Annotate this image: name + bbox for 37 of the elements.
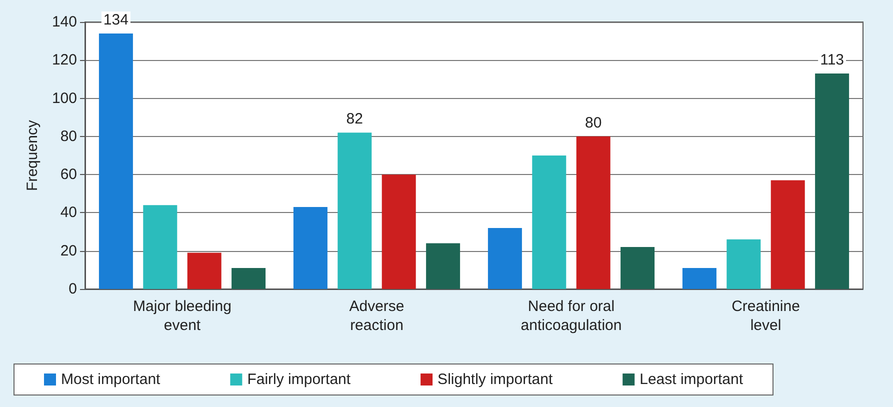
- bar: [726, 239, 761, 289]
- bar: [382, 174, 416, 289]
- data-label: 113: [820, 51, 844, 68]
- y-tick-label: 60: [60, 166, 77, 184]
- legend-label: Most important: [61, 371, 162, 388]
- y-tick-label: 0: [68, 280, 77, 298]
- bar: [293, 206, 328, 289]
- y-tick-label: 80: [60, 128, 77, 145]
- bar: [338, 132, 372, 289]
- legend-label: Fairly important: [247, 371, 352, 388]
- bar: [187, 252, 222, 289]
- bar: [488, 228, 522, 289]
- bar: [770, 180, 805, 289]
- y-tick-label: 100: [52, 90, 77, 107]
- legend-label: Slightly important: [438, 371, 554, 388]
- y-tick-label: 20: [60, 242, 77, 260]
- bar: [143, 205, 178, 289]
- y-tick-label: 40: [60, 204, 77, 222]
- data-label: 134: [103, 11, 128, 28]
- x-tick-label: Need for oral anticoagulation: [520, 298, 622, 334]
- y-axis-title: Frequency: [24, 120, 41, 191]
- legend-label: Least important: [640, 371, 744, 388]
- x-tick-label: Adverse reaction: [349, 298, 404, 334]
- bar: [426, 243, 460, 289]
- bar: [682, 268, 716, 289]
- data-label: 82: [346, 110, 363, 128]
- bar: [815, 73, 850, 289]
- x-tick-label: Creatinine level: [732, 298, 800, 334]
- data-label: 80: [585, 114, 602, 132]
- x-tick-label: Major bleeding event: [133, 298, 232, 334]
- bar: [576, 136, 610, 289]
- bar: [620, 247, 655, 289]
- y-tick-label: 140: [52, 14, 77, 30]
- y-tick-label: 120: [52, 52, 77, 69]
- bar: [232, 268, 266, 289]
- bar: [532, 156, 566, 289]
- bar: [98, 33, 133, 289]
